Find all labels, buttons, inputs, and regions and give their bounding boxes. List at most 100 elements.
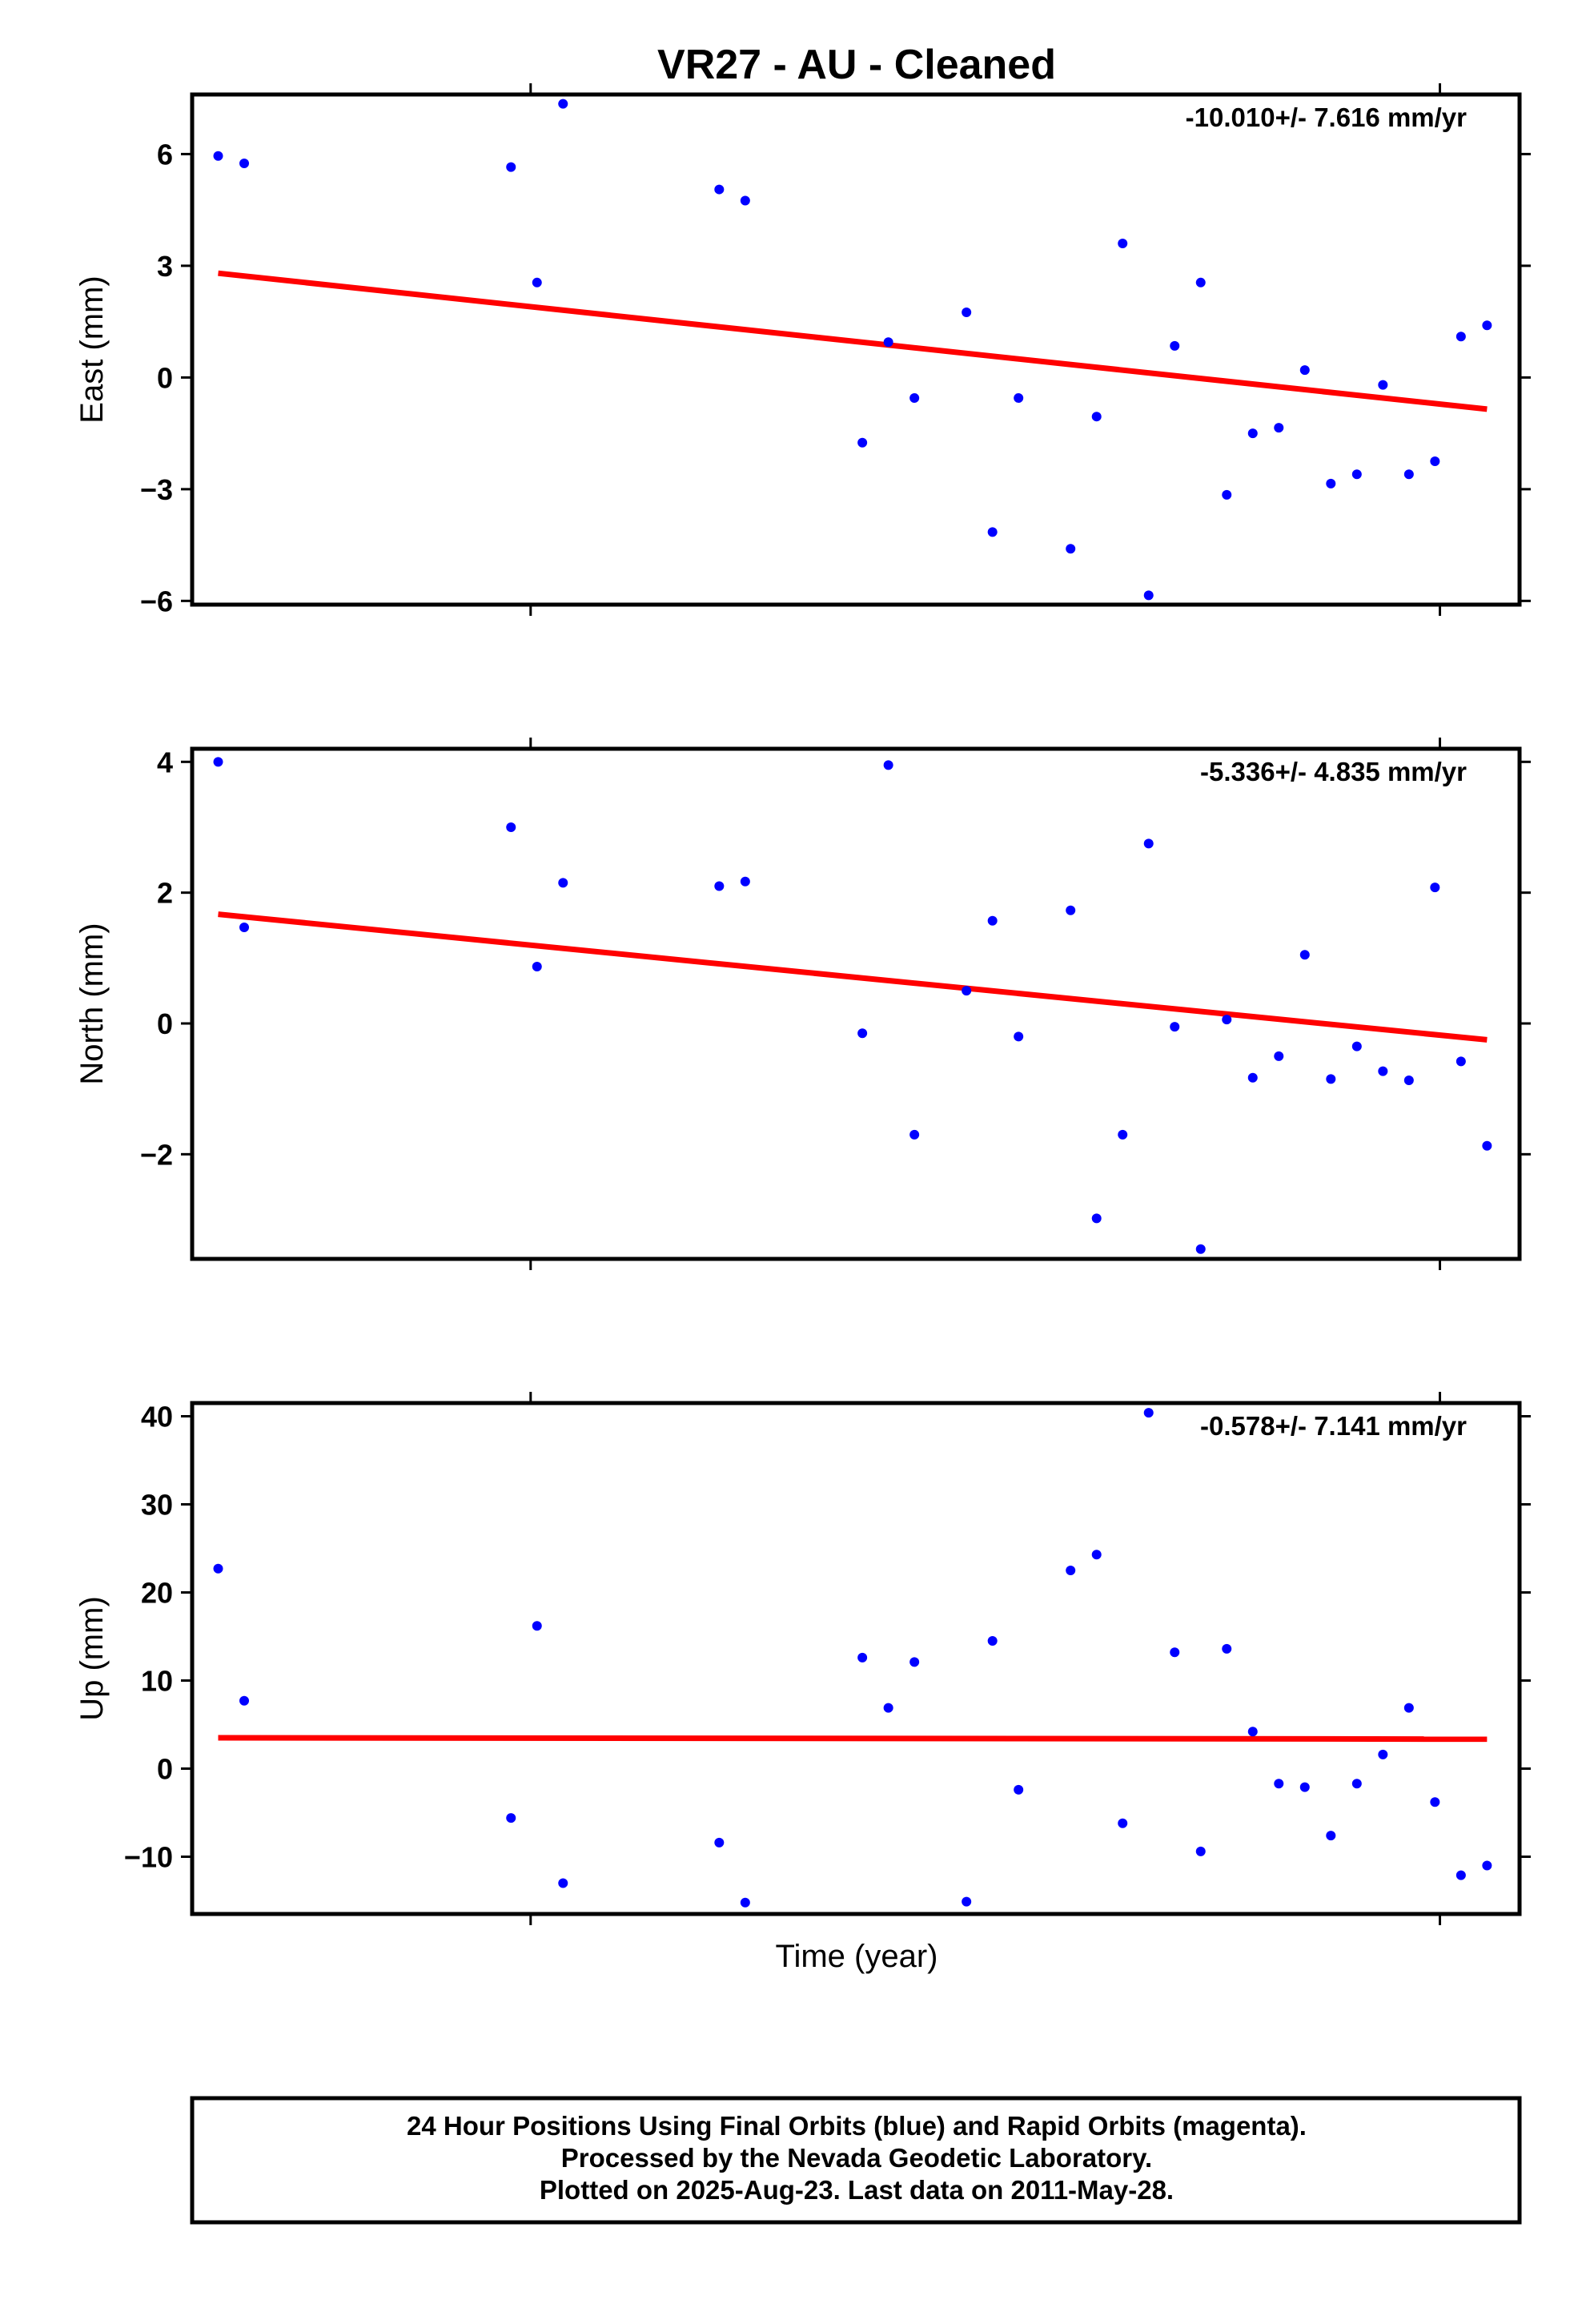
up-data-point xyxy=(506,1813,516,1823)
east-data-point xyxy=(1403,469,1414,480)
east-data-point xyxy=(1326,478,1336,489)
north-ytick-label: 0 xyxy=(157,1007,173,1040)
north-data-point xyxy=(1351,1041,1362,1051)
north-ytick-label: 4 xyxy=(157,746,173,778)
east-data-point xyxy=(1014,392,1024,403)
up-data-point xyxy=(239,1695,250,1706)
up-ytick-label: 20 xyxy=(141,1577,173,1610)
north-data-point xyxy=(962,986,972,996)
north-data-point xyxy=(1430,883,1440,893)
panel-east: 6 3 0 −3 −6 East (mm) -10.010+/- 7.616 mm/yr xyxy=(74,83,1531,617)
north-ytick-label: 2 xyxy=(157,877,173,910)
north-data-point xyxy=(1326,1074,1336,1084)
east-data-point xyxy=(714,184,725,195)
east-data-point xyxy=(506,162,516,172)
north-rate-label: -5.336+/- 4.835 mm/yr xyxy=(1200,757,1467,786)
east-data-point xyxy=(1143,590,1154,601)
east-data-point xyxy=(1456,332,1466,342)
east-data-point xyxy=(1247,428,1258,439)
up-ytick-label: −10 xyxy=(124,1841,173,1874)
east-ytick-label: 3 xyxy=(157,250,173,283)
up-rate-label: -0.578+/- 7.141 mm/yr xyxy=(1200,1411,1467,1441)
up-data-point xyxy=(1351,1779,1362,1789)
up-data-point xyxy=(909,1657,920,1667)
up-plot-frame xyxy=(190,1401,1522,1916)
north-data-point xyxy=(1222,1015,1232,1025)
footer-line-3: Plotted on 2025-Aug-23. Last data on 201… xyxy=(540,2175,1174,2205)
east-data-point xyxy=(909,392,920,403)
east-data-point xyxy=(1195,277,1206,287)
up-data-point xyxy=(1326,1831,1336,1841)
east-trend-line xyxy=(218,270,1488,412)
up-ytick-label: 40 xyxy=(141,1401,173,1433)
east-data-point xyxy=(740,195,750,206)
up-data-point xyxy=(1170,1647,1180,1658)
panel-north: 4 2 0 −2 North (mm) -5.336+/- 4.835 mm/yr xyxy=(74,738,1531,1270)
up-data-point xyxy=(1195,1846,1206,1856)
east-data-point xyxy=(1170,340,1180,351)
up-data-point xyxy=(213,1563,223,1574)
north-data-point xyxy=(1274,1051,1284,1061)
east-data-point xyxy=(239,159,250,169)
up-data-point xyxy=(1456,1870,1466,1880)
east-data-point xyxy=(962,308,972,318)
up-ytick-label: 10 xyxy=(141,1665,173,1698)
up-data-point xyxy=(962,1896,972,1907)
north-ytick-label: −2 xyxy=(140,1138,173,1171)
up-data-point xyxy=(1430,1797,1440,1807)
north-data-point xyxy=(1299,950,1310,960)
up-data-point xyxy=(857,1652,868,1663)
north-data-point xyxy=(1118,1129,1128,1140)
up-data-point xyxy=(1014,1784,1024,1795)
east-data-point xyxy=(532,277,542,287)
up-data-point xyxy=(1222,1643,1232,1654)
east-data-point xyxy=(1118,238,1128,248)
north-data-point xyxy=(1195,1244,1206,1254)
north-data-point xyxy=(532,961,542,971)
north-data-point xyxy=(987,915,998,926)
up-data-point xyxy=(1403,1703,1414,1713)
up-data-point xyxy=(883,1703,893,1713)
east-data-point xyxy=(1091,412,1102,422)
east-ytick-label: −3 xyxy=(140,473,173,506)
north-data-point xyxy=(1378,1066,1388,1076)
east-data-point xyxy=(1066,544,1076,554)
north-data-point xyxy=(1482,1140,1492,1151)
north-trend-line xyxy=(218,911,1488,1043)
north-plot-frame xyxy=(190,746,1522,1261)
north-data-point xyxy=(1247,1072,1258,1083)
north-data-point xyxy=(857,1028,868,1039)
up-ytick-label: 0 xyxy=(157,1753,173,1786)
north-data-point xyxy=(1403,1076,1414,1086)
up-trend-line xyxy=(218,1735,1488,1743)
footer-border xyxy=(190,2096,1522,2225)
north-data-point xyxy=(1143,838,1154,849)
east-ytick-label: 6 xyxy=(157,138,173,171)
north-data-point xyxy=(1170,1022,1180,1032)
up-y-axis-label: Up (mm) xyxy=(74,1596,110,1721)
east-data-point xyxy=(213,151,223,161)
chart-title: VR27 - AU - Cleaned xyxy=(657,42,1056,88)
north-data-point xyxy=(714,881,725,891)
up-data-point xyxy=(1143,1408,1154,1418)
up-data-point xyxy=(1247,1727,1258,1737)
east-data-point xyxy=(1299,365,1310,376)
up-data-point xyxy=(1066,1566,1076,1575)
up-data-point xyxy=(740,1897,750,1908)
up-ytick-label: 30 xyxy=(141,1489,173,1522)
north-data-point xyxy=(213,757,223,767)
east-y-axis-label: East (mm) xyxy=(74,275,110,423)
footer-box: 24 Hour Positions Using Final Orbits (bl… xyxy=(190,2096,1522,2225)
north-y-axis-label: North (mm) xyxy=(74,923,110,1084)
north-data-point xyxy=(883,760,893,770)
up-data-point xyxy=(987,1636,998,1646)
east-data-point xyxy=(1378,380,1388,390)
up-data-point xyxy=(1091,1550,1102,1560)
north-data-point xyxy=(1014,1031,1024,1042)
east-ytick-label: −6 xyxy=(140,585,173,617)
up-data-point xyxy=(1378,1749,1388,1759)
east-data-point xyxy=(1482,320,1492,331)
east-data-point xyxy=(987,527,998,537)
